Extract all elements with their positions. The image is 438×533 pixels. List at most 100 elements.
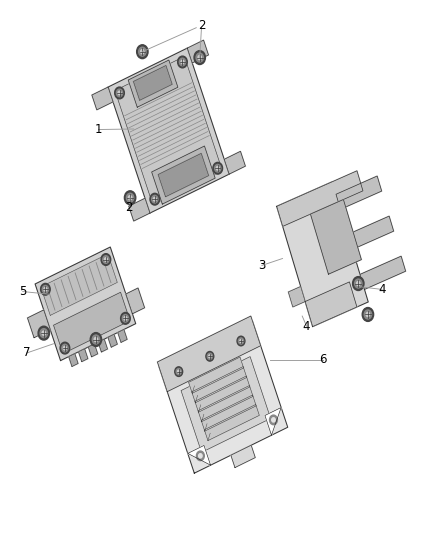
Circle shape bbox=[90, 333, 102, 346]
Polygon shape bbox=[305, 282, 357, 327]
Polygon shape bbox=[152, 146, 215, 204]
Polygon shape bbox=[69, 353, 78, 367]
Circle shape bbox=[196, 451, 204, 461]
Polygon shape bbox=[181, 357, 271, 453]
Polygon shape bbox=[88, 344, 98, 357]
Circle shape bbox=[153, 197, 156, 201]
Circle shape bbox=[238, 338, 244, 344]
Circle shape bbox=[176, 368, 181, 375]
Circle shape bbox=[194, 51, 205, 64]
Polygon shape bbox=[92, 87, 113, 110]
Polygon shape bbox=[188, 446, 211, 465]
Polygon shape bbox=[205, 405, 259, 441]
Text: 3: 3 bbox=[258, 259, 265, 272]
Text: 2: 2 bbox=[198, 19, 206, 31]
Polygon shape bbox=[224, 151, 245, 174]
Polygon shape bbox=[192, 367, 247, 403]
Circle shape bbox=[213, 163, 223, 174]
Circle shape bbox=[128, 196, 132, 200]
Circle shape bbox=[150, 193, 159, 205]
Circle shape bbox=[206, 352, 214, 361]
Text: 1: 1 bbox=[95, 123, 102, 136]
Polygon shape bbox=[158, 154, 208, 197]
Circle shape bbox=[207, 353, 212, 359]
Circle shape bbox=[92, 335, 99, 344]
Polygon shape bbox=[195, 376, 250, 412]
Text: 4: 4 bbox=[303, 320, 311, 333]
Circle shape bbox=[137, 45, 148, 59]
Circle shape bbox=[237, 336, 245, 346]
Circle shape bbox=[179, 58, 186, 66]
Circle shape bbox=[120, 312, 130, 324]
Polygon shape bbox=[265, 408, 281, 435]
Circle shape bbox=[272, 418, 275, 422]
Circle shape bbox=[269, 415, 277, 425]
Polygon shape bbox=[28, 310, 50, 338]
Polygon shape bbox=[129, 198, 150, 221]
Circle shape bbox=[198, 55, 201, 60]
Circle shape bbox=[38, 326, 49, 340]
Polygon shape bbox=[288, 287, 305, 307]
Polygon shape bbox=[35, 247, 136, 361]
Circle shape bbox=[364, 310, 371, 319]
Text: 4: 4 bbox=[378, 283, 386, 296]
Circle shape bbox=[117, 89, 123, 97]
Circle shape bbox=[104, 258, 107, 261]
Circle shape bbox=[175, 367, 183, 376]
Text: 5: 5 bbox=[19, 285, 26, 298]
Circle shape bbox=[124, 317, 127, 320]
Circle shape bbox=[141, 50, 144, 54]
Circle shape bbox=[115, 87, 124, 99]
Circle shape bbox=[94, 337, 98, 342]
Polygon shape bbox=[187, 40, 208, 63]
Polygon shape bbox=[360, 256, 406, 289]
Polygon shape bbox=[108, 48, 229, 213]
Circle shape bbox=[139, 47, 146, 56]
Circle shape bbox=[62, 344, 68, 352]
Polygon shape bbox=[231, 445, 255, 467]
Polygon shape bbox=[311, 199, 361, 274]
Circle shape bbox=[240, 340, 242, 342]
Circle shape bbox=[60, 342, 70, 354]
Polygon shape bbox=[336, 176, 381, 209]
Circle shape bbox=[42, 331, 46, 335]
Polygon shape bbox=[78, 349, 88, 362]
Circle shape bbox=[118, 91, 121, 95]
Circle shape bbox=[366, 312, 370, 317]
Polygon shape bbox=[277, 182, 368, 327]
Polygon shape bbox=[134, 66, 172, 100]
Circle shape bbox=[181, 60, 184, 64]
Circle shape bbox=[40, 329, 47, 337]
Circle shape bbox=[152, 196, 158, 203]
Polygon shape bbox=[201, 395, 256, 431]
Circle shape bbox=[178, 56, 187, 68]
Polygon shape bbox=[128, 60, 178, 107]
Circle shape bbox=[44, 287, 47, 291]
Circle shape bbox=[355, 279, 362, 288]
Circle shape bbox=[198, 454, 202, 458]
Polygon shape bbox=[277, 171, 363, 227]
Polygon shape bbox=[115, 56, 223, 205]
Polygon shape bbox=[126, 288, 145, 314]
Polygon shape bbox=[198, 385, 253, 422]
Circle shape bbox=[122, 314, 129, 322]
Circle shape bbox=[42, 286, 49, 293]
Circle shape bbox=[196, 53, 203, 62]
Circle shape bbox=[208, 355, 211, 358]
Circle shape bbox=[127, 193, 134, 202]
Circle shape bbox=[41, 284, 50, 295]
Circle shape bbox=[353, 277, 364, 290]
Text: 7: 7 bbox=[23, 346, 31, 359]
Circle shape bbox=[64, 346, 67, 350]
Circle shape bbox=[177, 370, 180, 373]
Circle shape bbox=[103, 256, 109, 263]
Polygon shape bbox=[159, 321, 288, 473]
Polygon shape bbox=[118, 329, 127, 342]
Polygon shape bbox=[348, 216, 394, 249]
Circle shape bbox=[357, 281, 360, 286]
Circle shape bbox=[216, 166, 219, 170]
Circle shape bbox=[101, 254, 111, 265]
Polygon shape bbox=[108, 334, 117, 347]
Polygon shape bbox=[98, 339, 107, 352]
Circle shape bbox=[215, 164, 221, 172]
